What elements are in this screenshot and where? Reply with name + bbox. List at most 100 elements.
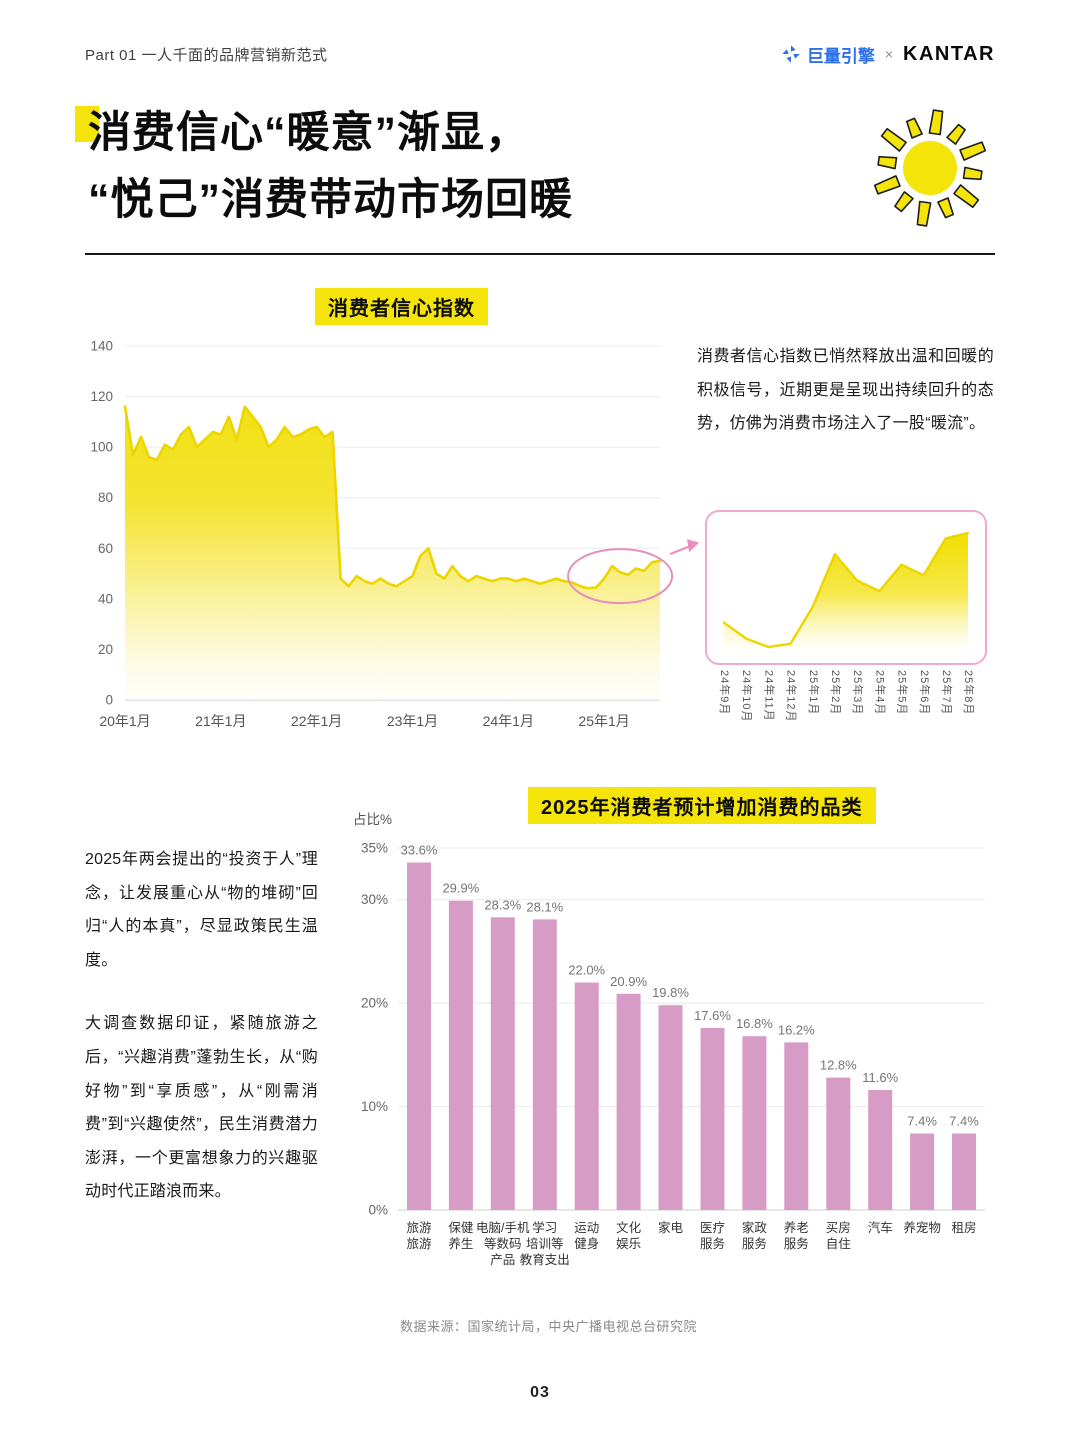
bar <box>742 1036 767 1210</box>
bar-category-label: 旅游 <box>406 1221 432 1235</box>
sun-ray <box>905 117 923 139</box>
y-tick-label: 40 <box>98 591 113 606</box>
sun-ray <box>928 109 944 136</box>
commentary-block: 2025年两会提出的“投资于人”理念，让发展重心从“物的堆砌”回归“人的本真”，… <box>85 843 318 1239</box>
x-tick-label: 21年1月 <box>195 713 246 729</box>
header: Part 01 一人千面的品牌营销新范式 巨量引擎 × KANTAR <box>85 38 995 70</box>
brand-lockup: 巨量引擎 × KANTAR <box>781 42 995 67</box>
bar-value-label: 33.6% <box>401 843 438 858</box>
sun-ray <box>953 184 980 208</box>
bar-category-label: 服务 <box>742 1236 767 1251</box>
y-tick-label: 60 <box>98 541 113 556</box>
bar-category-label: 服务 <box>700 1236 725 1251</box>
ocean-engine-wordmark: 巨量引擎 <box>806 46 875 66</box>
bar-category-label: 养老 <box>784 1220 809 1235</box>
inset-x-tick-label: 25年5月 <box>895 670 908 716</box>
inset-x-tick-label: 25年7月 <box>940 670 952 716</box>
y-tick-label: 30% <box>361 892 388 907</box>
bar-value-label: 29.9% <box>442 881 479 896</box>
sun-ray <box>937 197 954 219</box>
y-tick-label: 20% <box>361 996 388 1011</box>
bar <box>532 919 557 1210</box>
bar <box>616 993 641 1210</box>
x-tick-label: 20年1月 <box>99 713 150 729</box>
bar <box>407 862 431 1210</box>
sun-icon <box>873 109 987 227</box>
data-source-note: 数据来源：国家统计局，中央广播电视总台研究院 <box>400 1319 698 1334</box>
bar <box>448 900 473 1210</box>
spending-categories-bar-chart: 0%10%20%30%35%占比%33.6%旅游旅游29.9%保健养生28.3%… <box>353 812 985 1267</box>
title-accent-mark <box>75 106 99 142</box>
inset-x-tick-label: 24年11月 <box>762 670 775 722</box>
commentary-paragraph-2: 大调查数据印证，紧随旅游之后，“兴趣消费”蓬勃生长，从“购好物”到“享质感”，从… <box>85 1015 318 1201</box>
bar <box>700 1028 725 1210</box>
bar-category-label: 学习 <box>532 1220 557 1235</box>
sun-ray <box>946 123 966 145</box>
inset-area-fill <box>724 533 968 647</box>
y-tick-label: 120 <box>90 389 113 404</box>
consumer-confidence-chart: 0 20 40 60 80 100 120 140 20年1月 21年1月 22年1月 23年1月 24… <box>90 339 700 729</box>
sun-ray <box>962 166 983 181</box>
sun-illustration <box>860 104 998 236</box>
inset-trend-line <box>722 531 970 649</box>
area-fill <box>125 406 660 700</box>
title-divider <box>85 253 995 255</box>
y-tick-label: 0 <box>105 693 113 708</box>
inset-x-tick-label: 24年12月 <box>784 670 797 723</box>
breadcrumb: Part 01 一人千面的品牌营销新范式 <box>85 46 328 64</box>
page-title-line2: “悦己”消费带动市场回暖 <box>88 175 573 224</box>
sun-ray <box>880 127 907 152</box>
bar <box>784 1042 809 1210</box>
bar-value-label: 19.8% <box>652 985 689 1000</box>
ocean-engine-logo-icon <box>782 45 800 63</box>
inset-x-tick-label: 25年3月 <box>851 670 864 716</box>
bar-category-label: 娱乐 <box>616 1237 641 1251</box>
y-tick-label: 100 <box>90 440 113 455</box>
sun-ray <box>877 155 898 170</box>
inset-x-tick-label: 25年8月 <box>962 670 975 716</box>
y-tick-label: 80 <box>98 490 113 505</box>
bar-value-label: 7.4% <box>907 1114 937 1129</box>
x-tick-label: 24年1月 <box>483 713 534 729</box>
sun-ray <box>916 200 932 227</box>
bar <box>574 982 599 1210</box>
bar-category-label: 养生 <box>448 1236 473 1251</box>
inset-x-tick-label: 25年4月 <box>873 670 886 716</box>
inset-x-tick-label: 25年1月 <box>806 670 819 716</box>
annotation-arrow <box>669 545 691 556</box>
bar-value-label: 16.2% <box>778 1022 815 1037</box>
highlight-ellipse <box>567 548 674 605</box>
zoom-inset-chart <box>722 531 970 649</box>
page-title-line1: 消费信心“暖意”渐显， <box>88 109 529 157</box>
bar-value-label: 17.6% <box>694 1008 731 1023</box>
inset-x-tick-label: 24年9月 <box>718 670 730 716</box>
bar-category-label: 文化 <box>616 1220 642 1235</box>
bar <box>868 1090 893 1210</box>
multiply-sign: × <box>884 46 894 62</box>
y-tick-label: 20 <box>98 642 113 657</box>
y-tick-label: 35% <box>361 841 388 856</box>
zoom-inset-x-labels: 24年9月 24年10月 24年11月 24年12月 25年1月 25年2月 25年3月 25… <box>705 670 987 758</box>
annotation-arrowhead <box>687 539 700 553</box>
x-tick-label: 25年1月 <box>578 713 629 729</box>
y-tick-label: 0% <box>368 1203 388 1218</box>
inset-x-tick-label: 24年10月 <box>740 670 753 723</box>
kantar-logo: KANTAR <box>903 42 995 65</box>
bar-category-label: 等数码 <box>484 1236 522 1251</box>
bar-category-label: 家政 <box>742 1220 768 1235</box>
bar-category-label: 电脑/手机 <box>476 1221 530 1235</box>
sun-ray <box>959 141 987 161</box>
sun-ray <box>894 191 914 213</box>
zoom-inset-panel <box>705 510 987 665</box>
bar-category-label: 旅游 <box>406 1237 432 1251</box>
bar-category-label: 产品 <box>490 1253 515 1267</box>
bar-category-label: 健身 <box>574 1236 599 1251</box>
y-tick-label: 10% <box>361 1099 388 1114</box>
bar-category-label: 保健 <box>448 1221 474 1235</box>
bar-value-label: 28.3% <box>484 897 521 912</box>
bar-category-label: 家电 <box>658 1220 684 1235</box>
ocean-engine-logo: 巨量引擎 <box>781 42 875 67</box>
bar-category-label: 教育支出 <box>520 1252 570 1267</box>
bar <box>952 1133 976 1210</box>
